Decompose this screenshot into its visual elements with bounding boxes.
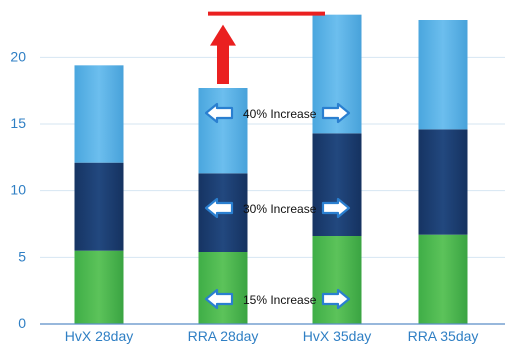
bar-segment [418, 234, 468, 324]
bar-segment [312, 236, 362, 324]
y-tick-label: 5 [18, 248, 26, 264]
arrow-right-icon [321, 102, 351, 124]
bar-segment [312, 133, 362, 236]
arrow-left-icon [204, 102, 234, 124]
bar-segment [198, 252, 248, 324]
bar-segment [418, 20, 468, 130]
bar-segment [198, 88, 248, 174]
x-tick-label: HvX 28day [65, 328, 133, 344]
x-tick-label: HvX 35day [303, 328, 371, 344]
annotations: 15% Increase 30% Increase 40% Increase [204, 11, 351, 310]
bar-segment [74, 250, 124, 324]
x-tick-label: RRA 35day [408, 328, 479, 344]
y-tick-label: 0 [18, 315, 26, 331]
increase-label: 15% Increase [243, 293, 317, 307]
bar-segment [74, 65, 124, 163]
arrow-right-icon [321, 197, 351, 219]
bars [74, 14, 468, 324]
x-tick-label: RRA 28day [188, 328, 259, 344]
y-tick-label: 10 [10, 182, 26, 198]
axes: 0 5 10 15 20 HvX 28day RRA 28day HvX 35day RRA 3… [10, 48, 505, 344]
arrow-right-icon [321, 288, 351, 310]
bar-segment [418, 129, 468, 235]
arrow-left-icon [204, 288, 234, 310]
increase-label: 30% Increase [243, 202, 317, 216]
increase-label: 40% Increase [243, 107, 317, 121]
y-tick-label: 15 [10, 115, 26, 131]
increase-arrow-up [210, 24, 236, 85]
arrow-left-icon [204, 197, 234, 219]
y-tick-label: 20 [10, 48, 26, 64]
bar-segment [74, 162, 124, 251]
